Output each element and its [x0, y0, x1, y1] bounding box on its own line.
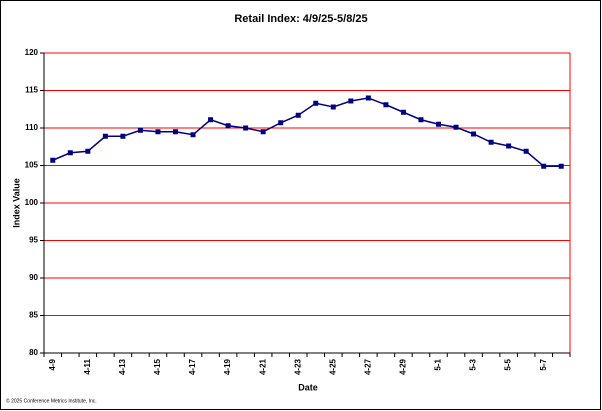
x-tick-label: 4-13	[118, 358, 127, 375]
data-point	[383, 102, 389, 108]
data-point	[471, 131, 477, 137]
x-tick-label: 4-9	[48, 358, 57, 370]
data-point	[558, 163, 564, 169]
data-point	[400, 109, 406, 115]
data-point	[506, 143, 512, 149]
x-tick-label: 4-23	[293, 358, 302, 375]
data-point	[348, 98, 354, 104]
x-tick-label: 5-7	[539, 358, 548, 370]
x-tick-label: 4-19	[223, 358, 232, 375]
data-point	[260, 129, 266, 135]
x-tick-label: 4-29	[399, 358, 408, 375]
x-tick-label: 4-15	[153, 358, 162, 375]
data-line	[52, 97, 562, 167]
data-point	[523, 148, 529, 154]
y-axis-label: Index Value	[11, 178, 21, 228]
data-point	[155, 129, 161, 135]
data-point	[330, 104, 336, 110]
data-point	[243, 125, 249, 131]
data-point	[120, 133, 126, 139]
data-point	[50, 157, 56, 163]
footnote: © 2025 Conference Metrics Institute, Inc…	[6, 397, 97, 404]
x-tick-label: 5-1	[434, 358, 443, 370]
data-point	[453, 124, 459, 130]
x-axis-label: Date	[298, 382, 318, 392]
data-point	[295, 112, 301, 118]
data-point	[137, 127, 143, 133]
y-tick-label: 100	[25, 198, 39, 207]
data-point	[436, 121, 441, 127]
y-tick-label: 90	[29, 273, 38, 282]
data-point	[85, 148, 91, 154]
data-point	[365, 95, 371, 101]
data-point	[541, 163, 547, 169]
data-point	[190, 132, 196, 138]
data-point	[278, 120, 284, 126]
y-tick-label: 80	[29, 348, 38, 357]
data-point	[488, 139, 494, 145]
x-tick-label: 4-21	[258, 358, 267, 375]
x-tick-label: 5-5	[504, 358, 513, 370]
x-tick-label: 5-3	[469, 358, 478, 370]
x-tick-label: 4-11	[83, 358, 92, 374]
y-tick-label: 105	[25, 161, 39, 170]
data-point	[102, 133, 108, 139]
chart-title: Retail Index: 4/9/25-5/8/25	[234, 13, 367, 25]
x-tick-label: 4-25	[328, 358, 337, 375]
x-tick-label: 4-17	[188, 358, 197, 375]
data-point	[173, 129, 178, 135]
data-point	[208, 117, 214, 123]
y-tick-label: 120	[25, 48, 39, 57]
y-tick-label: 110	[25, 123, 38, 132]
x-tick-label: 4-27	[363, 358, 372, 375]
data-point	[225, 123, 231, 129]
y-tick-label: 95	[29, 236, 38, 245]
data-point	[313, 100, 319, 106]
y-tick-label: 115	[25, 86, 38, 95]
y-tick-label: 85	[29, 311, 38, 320]
data-point	[67, 150, 73, 156]
data-point	[418, 117, 424, 123]
